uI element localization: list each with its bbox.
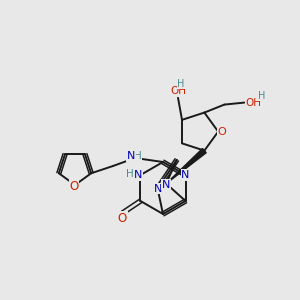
Text: O: O [69, 179, 79, 193]
Text: O: O [118, 212, 127, 224]
Text: H: H [126, 169, 134, 179]
Text: OH: OH [170, 86, 186, 96]
Polygon shape [166, 148, 206, 184]
Text: N: N [127, 151, 135, 161]
Text: H: H [134, 151, 142, 161]
Text: H: H [258, 91, 265, 100]
Text: N: N [181, 170, 190, 180]
Text: N: N [162, 180, 170, 190]
Text: N: N [153, 184, 162, 194]
Text: H: H [177, 79, 185, 89]
Text: N: N [134, 170, 143, 180]
Text: OH: OH [245, 98, 261, 108]
Text: O: O [218, 127, 226, 136]
